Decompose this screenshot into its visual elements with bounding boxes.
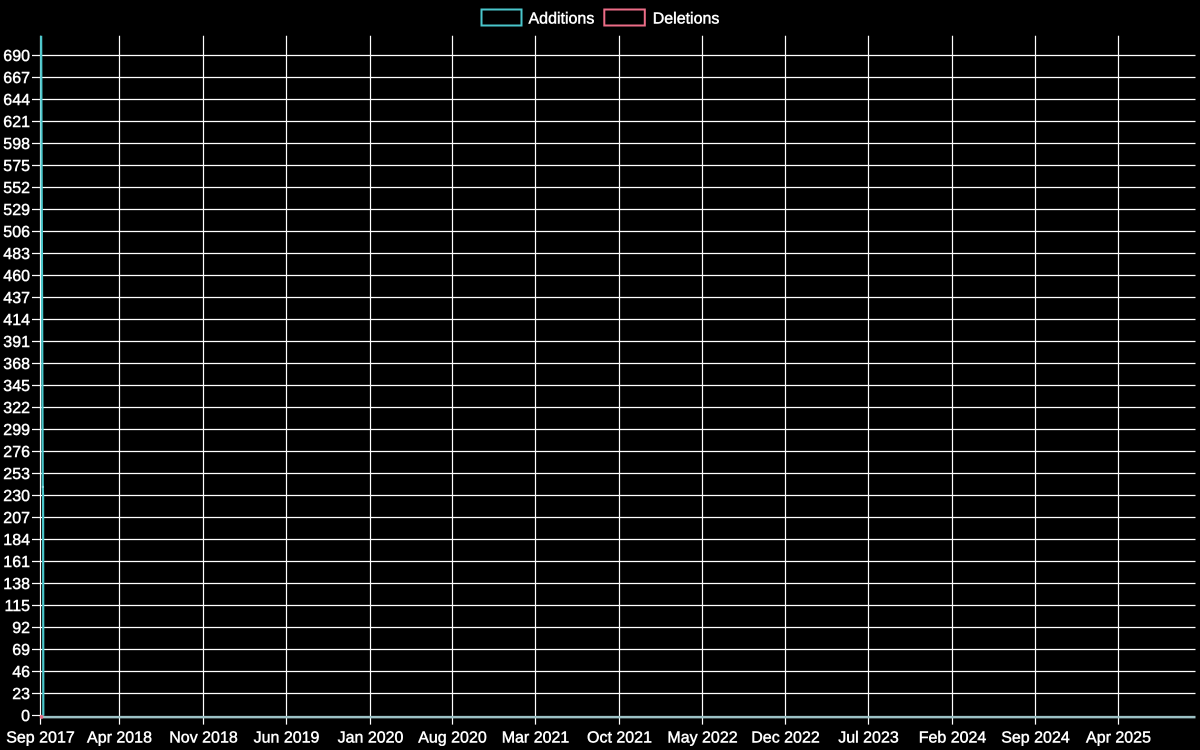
svg-text:322: 322: [3, 400, 30, 417]
svg-text:23: 23: [12, 686, 30, 703]
svg-text:138: 138: [3, 576, 30, 593]
svg-text:207: 207: [3, 510, 30, 527]
svg-text:437: 437: [3, 290, 30, 307]
svg-text:644: 644: [3, 92, 30, 109]
svg-text:Apr 2018: Apr 2018: [87, 730, 152, 747]
svg-text:Sep 2024: Sep 2024: [1001, 730, 1070, 747]
svg-text:621: 621: [3, 114, 30, 131]
svg-text:276: 276: [3, 444, 30, 461]
svg-text:184: 184: [3, 532, 30, 549]
svg-text:92: 92: [12, 620, 30, 637]
svg-text:391: 391: [3, 334, 30, 351]
svg-text:0: 0: [21, 708, 30, 725]
svg-text:Aug 2020: Aug 2020: [418, 730, 487, 747]
svg-text:161: 161: [3, 554, 30, 571]
svg-text:253: 253: [3, 466, 30, 483]
svg-text:Nov 2018: Nov 2018: [169, 730, 238, 747]
svg-text:345: 345: [3, 378, 30, 395]
svg-text:230: 230: [3, 488, 30, 505]
svg-text:575: 575: [3, 158, 30, 175]
svg-text:Dec 2022: Dec 2022: [751, 730, 820, 747]
svg-text:506: 506: [3, 224, 30, 241]
svg-text:529: 529: [3, 202, 30, 219]
svg-text:Additions: Additions: [529, 11, 595, 28]
svg-text:460: 460: [3, 268, 30, 285]
svg-text:414: 414: [3, 312, 30, 329]
svg-text:Jun 2019: Jun 2019: [254, 730, 320, 747]
svg-text:May 2022: May 2022: [667, 730, 737, 747]
svg-text:299: 299: [3, 422, 30, 439]
svg-text:Apr 2025: Apr 2025: [1086, 730, 1151, 747]
svg-text:Jul 2023: Jul 2023: [838, 730, 899, 747]
svg-text:46: 46: [12, 664, 30, 681]
svg-text:Mar 2021: Mar 2021: [502, 730, 570, 747]
svg-text:368: 368: [3, 356, 30, 373]
svg-text:Sep 2017: Sep 2017: [6, 730, 75, 747]
svg-text:552: 552: [3, 180, 30, 197]
svg-text:598: 598: [3, 136, 30, 153]
svg-text:115: 115: [4, 598, 30, 615]
svg-text:Deletions: Deletions: [653, 11, 720, 28]
svg-text:Feb 2024: Feb 2024: [919, 730, 987, 747]
svg-text:69: 69: [12, 642, 30, 659]
svg-text:Oct 2021: Oct 2021: [587, 730, 652, 747]
svg-text:690: 690: [3, 48, 30, 65]
svg-text:Jan 2020: Jan 2020: [338, 730, 404, 747]
svg-text:667: 667: [3, 70, 30, 87]
svg-text:483: 483: [3, 246, 30, 263]
